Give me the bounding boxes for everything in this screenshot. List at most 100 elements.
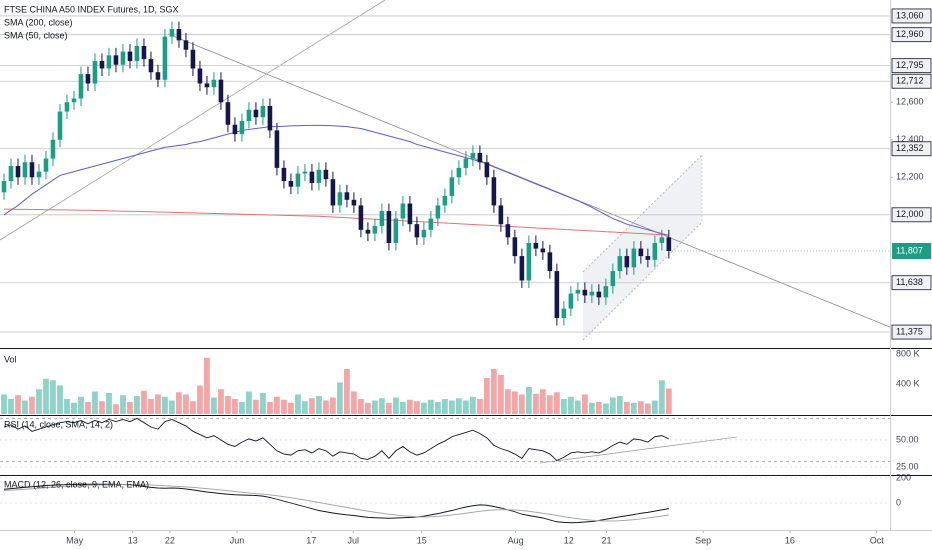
volume-bar: [560, 398, 567, 414]
volume-bar: [169, 400, 175, 414]
volume-bar: [637, 401, 644, 414]
macd-line: [3, 484, 669, 522]
volume-bar: [141, 390, 147, 414]
candle-body: [456, 167, 462, 178]
volume-bar: [295, 394, 301, 414]
volume-bar: [372, 400, 378, 414]
level-label-box: [891, 27, 932, 43]
x-tick-label: 16: [785, 535, 795, 545]
volume-bar: [155, 394, 161, 414]
volume-bar: [644, 403, 651, 414]
candle-body: [176, 29, 182, 41]
candle-body: [29, 162, 35, 178]
candle-body: [148, 59, 154, 73]
volume-bar: [267, 401, 273, 414]
candle-body: [540, 248, 546, 253]
candle-body: [554, 271, 560, 318]
volume-tick-label: 800 K: [896, 348, 920, 358]
candle-body: [393, 218, 399, 243]
level-label-box: [891, 324, 932, 340]
level-label: 11,638: [896, 277, 923, 287]
candle-body: [99, 60, 105, 69]
volume-bar: [539, 389, 546, 414]
volume-bar: [602, 403, 609, 414]
volume-bar: [8, 398, 14, 414]
volume-bar: [120, 395, 126, 414]
volume-bar: [658, 380, 665, 414]
volume-bar: [211, 397, 217, 414]
volume-bar: [323, 400, 329, 414]
volume-bar: [99, 401, 105, 414]
candle-body: [281, 167, 287, 182]
candle-body: [36, 171, 42, 178]
candle-body: [491, 177, 497, 206]
candle-body: [351, 199, 357, 206]
candle-body: [225, 102, 231, 125]
last-price-box: [892, 243, 931, 260]
volume-bar: [532, 393, 539, 414]
candle-body: [519, 256, 525, 281]
candle-body: [197, 68, 203, 84]
candle-body: [246, 109, 252, 122]
candle-body: [428, 218, 434, 230]
volume-bar: [253, 399, 259, 414]
volume-bar: [71, 402, 77, 414]
candle-body: [477, 152, 483, 163]
x-tick-label: Oct: [870, 535, 885, 545]
candle-body: [575, 289, 581, 294]
level-label: 11,375: [896, 326, 923, 336]
candle-body: [267, 105, 273, 131]
candle-body: [624, 256, 630, 268]
volume-bar: [50, 380, 56, 414]
volume-bar: [183, 394, 189, 414]
candle-body: [50, 139, 56, 159]
volume-bar: [316, 395, 322, 414]
volume-bar: [483, 377, 490, 414]
legend-entry: SMA (50, close): [4, 30, 68, 40]
candle-body: [484, 162, 490, 178]
volume-bar: [448, 400, 455, 414]
level-label: 12,000: [896, 209, 924, 219]
volume-bar: [455, 398, 462, 414]
volume-bar: [567, 396, 574, 414]
macd-tick-label: 200: [896, 472, 911, 482]
candle-body: [400, 203, 406, 219]
volume-bar: [225, 395, 231, 414]
candle-body: [204, 83, 210, 88]
volume-bar: [441, 398, 448, 414]
x-tick-label: 12: [564, 535, 574, 545]
macd-tick-label: 0: [896, 497, 901, 507]
volume-bar: [407, 399, 413, 414]
sma-line: [3, 208, 669, 236]
volume-bar: [595, 401, 602, 414]
background-layer: [0, 0, 891, 464]
volume-bar: [260, 392, 266, 414]
panel-title: Vol: [4, 354, 17, 364]
volume-bar: [36, 389, 42, 414]
level-label: 12,960: [896, 29, 924, 39]
candle-body: [288, 181, 294, 187]
volume-bar: [113, 404, 119, 414]
volume-bar: [78, 396, 84, 414]
level-label: 12,712: [896, 76, 924, 86]
level-label-box: [891, 8, 932, 24]
candle-body: [652, 242, 658, 260]
candle-body: [22, 162, 28, 178]
candle-body: [183, 40, 189, 50]
candle-body: [463, 158, 469, 168]
candle-body: [239, 121, 245, 135]
candle-body: [169, 29, 175, 37]
x-tick-label: Aug: [508, 535, 524, 545]
volume-bar: [393, 397, 399, 414]
plot-layer: 12,600 12,400 12,200 13,060 12,960 12,795 12,7…: [0, 8, 932, 545]
candle-body: [603, 286, 609, 298]
candle-body: [127, 51, 133, 61]
volume-bar: [106, 392, 112, 414]
volume-bar: [553, 392, 560, 414]
rsi-line: [3, 417, 670, 462]
candle-body: [337, 192, 343, 206]
candle-body: [386, 211, 392, 243]
candle-body: [323, 169, 329, 180]
volume-bar: [218, 389, 224, 414]
